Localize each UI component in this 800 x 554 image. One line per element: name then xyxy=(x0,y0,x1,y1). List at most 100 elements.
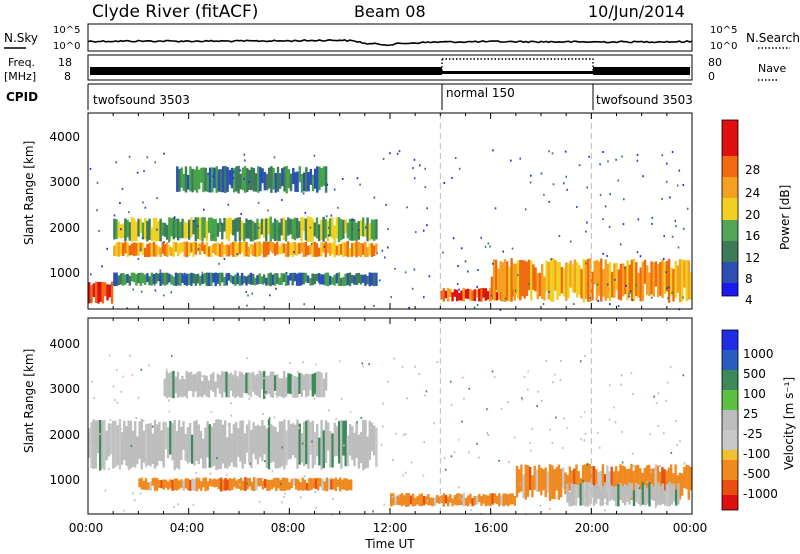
vel-marks-speck-19 xyxy=(683,462,686,465)
velocity-ytick-4000: 4000 xyxy=(49,337,80,351)
power-marks-cell-3-61 xyxy=(247,274,250,284)
vel-marks-cell-2-64 xyxy=(279,479,282,491)
power-marks-speck-4 xyxy=(456,283,459,286)
power-marks-cell-3-83 xyxy=(295,273,299,286)
vel-marks-cell-0-48 xyxy=(193,421,196,466)
power-marks-cell-6-50 xyxy=(600,258,603,302)
power-marks-cell-2-36 xyxy=(192,220,195,235)
power-marks-cell-2-40 xyxy=(201,217,204,242)
power-cbar-tick-16: 16 xyxy=(745,229,760,243)
power-marks-cell-4-29 xyxy=(239,173,242,190)
vel-marks-speck-29 xyxy=(404,433,407,436)
velocity-ylabel: Slant Range [km] xyxy=(22,349,36,453)
vel-marks-speck-161 xyxy=(364,439,366,441)
power-marks-cell-5-17 xyxy=(478,288,481,302)
power-marks-cell-3-117 xyxy=(370,272,374,286)
vel-cbar-swatch-3 xyxy=(722,390,738,410)
power-marks-cell-3-49 xyxy=(221,272,224,283)
power-marks-cell-2-104 xyxy=(342,219,345,239)
power-marks-cell-6-52 xyxy=(604,259,607,301)
power-marks-speck-193 xyxy=(356,282,359,285)
power-marks-cell-2-1 xyxy=(115,219,118,239)
power-marks-speck-126 xyxy=(569,240,572,243)
power-marks-cell-3-5 xyxy=(124,274,127,285)
vel-marks-cell-1-3 xyxy=(170,371,173,398)
power-marks-cell-2-29 xyxy=(177,218,180,241)
vel-marks-speck-15 xyxy=(529,449,532,452)
vel-marks-cell-0-32 xyxy=(158,422,161,461)
vel-marks-speck-250 xyxy=(604,509,606,512)
power-marks-speck-158 xyxy=(387,228,389,231)
vel-marks-speck-66 xyxy=(135,417,138,419)
power-marks-cell-2-6 xyxy=(126,219,129,238)
power-marks-cell-6-53 xyxy=(606,263,610,299)
vel-marks-cell-0-88 xyxy=(280,421,284,467)
power-marks-speck-215 xyxy=(384,256,386,259)
vel-marks-cell-0-99 xyxy=(305,420,308,465)
power-marks-cell-3-114 xyxy=(364,274,367,286)
power-marks-cell-1-84 xyxy=(298,243,301,254)
power-marks-speck-222 xyxy=(492,262,494,265)
power-marks-speck-212 xyxy=(390,296,392,299)
power-marks-cell-4-13 xyxy=(204,167,207,192)
power-marks-cell-2-62 xyxy=(249,219,253,242)
vel-marks-cell-1-1 xyxy=(165,371,169,398)
vel-cbar-tick-minus25: -25 xyxy=(743,427,763,441)
power-marks-speck-58 xyxy=(413,158,416,161)
vel-marks-speck-14 xyxy=(226,446,228,449)
vel-marks-cell-5-77 xyxy=(685,464,688,490)
vel-marks-cell-2-25 xyxy=(193,479,196,491)
vel-marks-cell-2-5 xyxy=(149,481,152,491)
vel-marks-speck-102 xyxy=(233,428,236,431)
vel-marks-cell-5-50 xyxy=(625,469,629,492)
vel-marks-cell-3-7 xyxy=(405,493,408,507)
vel-marks-cell-6-30 xyxy=(632,490,636,506)
vel-marks-cell-0-9 xyxy=(107,423,111,457)
power-marks-cell-2-78 xyxy=(284,219,288,242)
power-marks-cell-3-57 xyxy=(238,275,242,286)
velocity-panel: Slant Range [km] 1000 2000 3000 4000 100… xyxy=(22,317,796,516)
vel-marks-cell-0-79 xyxy=(261,420,264,462)
vel-marks-speck-116 xyxy=(500,408,503,410)
noise-left-tick-bottom: 10^0 xyxy=(53,41,80,52)
power-panel: Slant Range [km] 1000 2000 3000 4000 28 … xyxy=(22,112,792,311)
vel-marks-cell-6-41 xyxy=(657,482,660,505)
vel-marks-cell-3-10 xyxy=(411,493,415,507)
power-marks-cell-6-10 xyxy=(512,263,515,289)
power-marks-cell-2-21 xyxy=(159,218,162,242)
power-marks-cell-6-15 xyxy=(523,260,526,299)
power-marks-cell-4-30 xyxy=(241,167,245,191)
power-marks-cell-2-105 xyxy=(344,219,347,234)
vel-marks-cell-0-13 xyxy=(116,425,119,466)
power-marks-cell-2-25 xyxy=(168,217,171,241)
vel-marks-speck-79 xyxy=(682,374,685,377)
power-marks-cell-5-11 xyxy=(464,289,468,299)
power-marks-cell-6-47 xyxy=(593,261,596,285)
vel-marks-cell-6-6 xyxy=(579,483,582,506)
power-marks-cell-3-106 xyxy=(346,273,349,286)
vel-marks-cell-0-120 xyxy=(351,426,354,460)
power-marks-speck-184 xyxy=(275,287,277,290)
vel-marks-cell-0-2 xyxy=(92,419,95,470)
power-marks-speck-131 xyxy=(666,287,668,290)
vel-marks-cell-0-116 xyxy=(342,420,345,456)
vel-marks-cell-1-23 xyxy=(214,381,217,397)
power-marks-cell-1-45 xyxy=(212,243,215,253)
power-marks-cell-3-79 xyxy=(287,275,290,286)
power-marks-speck-247 xyxy=(101,265,103,268)
power-marks-cell-1-69 xyxy=(265,241,268,257)
power-cbar-label: Power [dB] xyxy=(778,185,792,250)
power-marks-cell-3-14 xyxy=(144,274,147,285)
vel-marks-cell-0-24 xyxy=(140,419,143,470)
vel-marks-cell-1-26 xyxy=(221,371,224,398)
power-marks-speck-206 xyxy=(413,268,416,271)
power-marks-cell-1-97 xyxy=(326,243,330,254)
power-marks-speck-183 xyxy=(597,300,600,302)
vel-marks-speck-48 xyxy=(513,436,516,439)
power-marks-speck-140 xyxy=(675,225,677,228)
power-marks-cell-6-18 xyxy=(530,260,533,301)
power-marks-speck-104 xyxy=(552,183,555,186)
power-marks-cell-2-20 xyxy=(157,221,160,241)
vel-marks-cell-2-55 xyxy=(259,477,262,487)
